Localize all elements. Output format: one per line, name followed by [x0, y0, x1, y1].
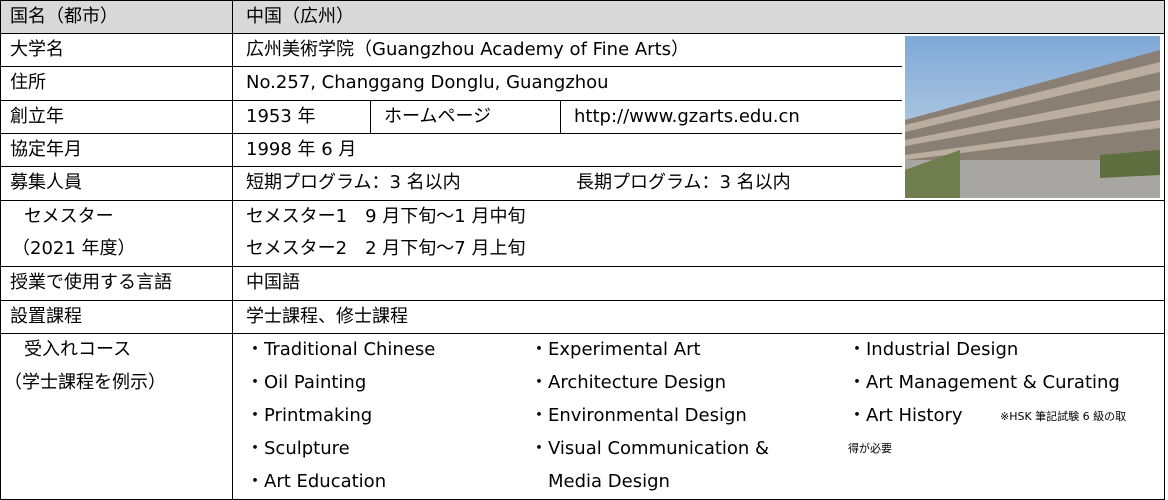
value: 広州美術学院（Guangzhou Academy of Fine Arts）: [246, 39, 689, 60]
label: （学士課程を例示）: [4, 372, 166, 393]
label: 受入れコース: [24, 339, 131, 360]
course-item: ・Environmental Design: [530, 405, 747, 426]
value: No.257, Changgang Donglu, Guangzhou: [246, 72, 609, 93]
course-item: ・Traditional Chinese: [246, 339, 435, 360]
course-item: ・Art History: [848, 405, 963, 426]
course-item: ・Sculpture: [246, 438, 350, 459]
course-item: ・Printmaking: [246, 405, 372, 426]
label: セメスター: [24, 206, 114, 227]
course-item: ・Art Management & Curating: [848, 372, 1120, 393]
value: 中国語: [246, 272, 300, 293]
label: 募集人員: [10, 172, 82, 193]
course-item: ・Art Education: [246, 471, 386, 492]
value: 1953 年: [246, 106, 316, 127]
note: 得が必要: [848, 441, 892, 455]
label: （2021 年度）: [12, 238, 136, 259]
url: http://www.gzarts.edu.cn: [574, 106, 800, 127]
label: 国名（都市）: [10, 6, 118, 27]
label: 住所: [10, 72, 46, 93]
label: 大学名: [10, 39, 64, 60]
label: 授業で使用する言語: [10, 272, 172, 293]
value: 1998 年 6 月: [246, 139, 356, 160]
label: 設置課程: [10, 306, 82, 327]
photo: [905, 36, 1160, 198]
value: 長期プログラム：3 名以内: [576, 172, 791, 193]
value: セメスター2 2 月下旬～7 月上旬: [246, 238, 525, 259]
note: ※HSK 筆記試験 6 級の取: [1000, 409, 1126, 423]
course-item: ・Architecture Design: [530, 372, 726, 393]
course-item: ・Oil Painting: [246, 372, 366, 393]
label: 協定年月: [10, 139, 82, 160]
value: 短期プログラム：3 名以内: [246, 172, 461, 193]
value: 中国（広州）: [246, 6, 354, 27]
course-item: Media Design: [548, 471, 670, 492]
value: 学士課程、修士課程: [246, 306, 408, 327]
label: 創立年: [10, 106, 64, 127]
course-item: ・Visual Communication &: [530, 438, 769, 459]
course-item: ・Experimental Art: [530, 339, 701, 360]
course-item: ・Industrial Design: [848, 339, 1018, 360]
value: ホームページ: [384, 106, 491, 127]
header-row: [0, 0, 1165, 33]
value: セメスター1 9 月下旬～1 月中旬: [246, 206, 525, 227]
